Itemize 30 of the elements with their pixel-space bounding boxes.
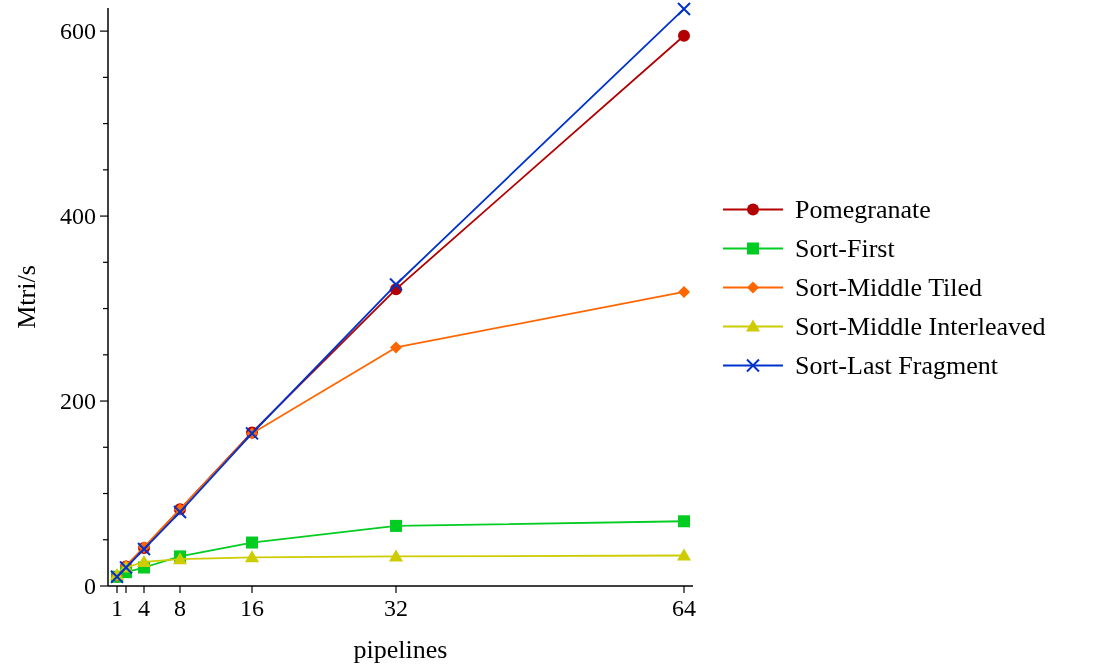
y-tick-label: 0 — [84, 573, 96, 599]
legend-label: Sort-Middle Tiled — [795, 272, 983, 302]
x-tick-label: 8 — [174, 595, 186, 621]
x-tick-label: 16 — [240, 595, 264, 621]
point — [390, 519, 402, 532]
x-axis-title: pipelines — [353, 635, 448, 664]
y-tick-label: 600 — [60, 18, 96, 45]
legend-label: Sort-Middle Interleaved — [795, 311, 1046, 341]
point — [678, 285, 690, 298]
y-tick-label: 400 — [60, 203, 96, 230]
legend-label: Sort-First — [795, 233, 896, 263]
x-tick-label: 4 — [138, 595, 150, 621]
point — [677, 1, 691, 16]
point — [389, 549, 403, 562]
legend-label: Sort-Last Fragment — [795, 350, 999, 380]
x-tick-label: 1 — [111, 595, 123, 621]
point — [137, 554, 151, 567]
point — [245, 550, 259, 563]
point — [246, 536, 258, 549]
x-tick-label: 32 — [384, 595, 408, 621]
legend-label: Pomegranate — [795, 194, 931, 224]
y-axis-title: Mtri/s — [12, 265, 41, 329]
point — [678, 29, 690, 42]
point — [173, 505, 187, 520]
x-tick-label: 64 — [672, 595, 696, 621]
point — [390, 341, 402, 354]
y-tick-label: 200 — [60, 388, 96, 415]
point — [677, 548, 691, 561]
point — [389, 277, 403, 292]
point — [678, 515, 690, 528]
